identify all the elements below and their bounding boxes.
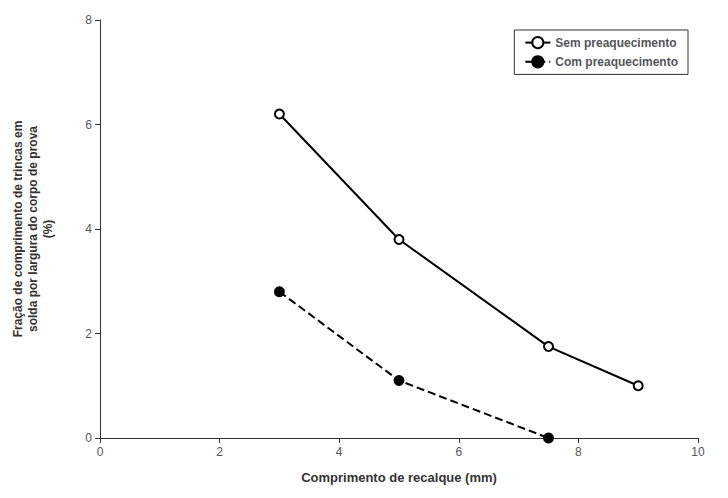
svg-text:8: 8 (575, 445, 582, 459)
svg-text:8: 8 (85, 13, 92, 27)
svg-text:solda por largura do corpo de: solda por largura do corpo de prova (26, 126, 40, 332)
svg-text:Comprimento de recalque (mm): Comprimento de recalque (mm) (301, 470, 497, 485)
svg-text:Com preaquecimento: Com preaquecimento (555, 55, 678, 69)
svg-text:0: 0 (97, 445, 104, 459)
svg-text:(%): (%) (41, 220, 55, 239)
svg-text:6: 6 (455, 445, 462, 459)
svg-text:Sem preaquecimento: Sem preaquecimento (555, 36, 676, 50)
svg-text:2: 2 (85, 327, 92, 341)
svg-text:2: 2 (216, 445, 223, 459)
svg-text:0: 0 (85, 431, 92, 445)
svg-text:4: 4 (336, 445, 343, 459)
svg-text:10: 10 (691, 445, 705, 459)
svg-text:6: 6 (85, 118, 92, 132)
svg-text:Fração de comprimento de trinc: Fração de comprimento de trincas em (11, 121, 25, 338)
svg-text:4: 4 (85, 222, 92, 236)
